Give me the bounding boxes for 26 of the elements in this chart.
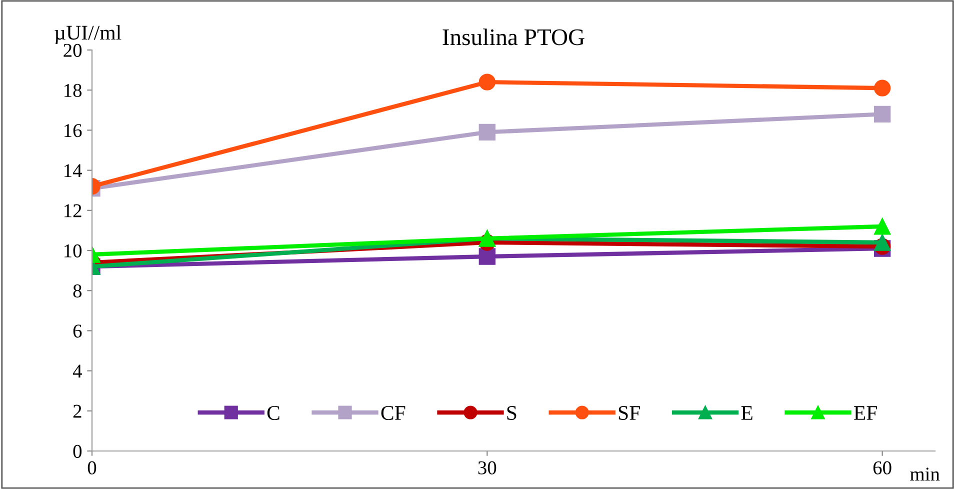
legend-label: S bbox=[507, 406, 516, 420]
y-tick-label: 18 bbox=[64, 84, 82, 98]
legend-label: C bbox=[267, 406, 280, 420]
y-axis-title: µUI//ml bbox=[54, 25, 122, 44]
legend-label: SF bbox=[618, 406, 640, 420]
y-tick-label: 14 bbox=[64, 164, 82, 178]
legend-label: E bbox=[741, 406, 752, 420]
y-tick-label: 4 bbox=[72, 364, 82, 378]
point bbox=[874, 106, 891, 122]
x-axis-title: min bbox=[910, 468, 940, 481]
y-tick-label: 12 bbox=[64, 204, 82, 218]
y-tick-label: 8 bbox=[73, 284, 82, 298]
y-tick-label: 0 bbox=[73, 444, 82, 458]
y-tick-label: 6 bbox=[73, 324, 82, 338]
y-tick-label: 16 bbox=[64, 124, 82, 138]
x-tick-label: 0 bbox=[88, 461, 96, 474]
point bbox=[874, 218, 891, 235]
x-tick-label: 30 bbox=[478, 461, 496, 474]
legend-label: CF bbox=[381, 406, 406, 420]
y-tick-label: 20 bbox=[64, 44, 82, 57]
y-tick-label: 10 bbox=[64, 244, 82, 258]
legend-label: EF bbox=[854, 406, 877, 420]
x-tick-label: 60 bbox=[873, 461, 892, 474]
chart-title: Insulina PTOG bbox=[442, 28, 584, 46]
point bbox=[874, 80, 891, 96]
y-tick-label: 2 bbox=[73, 404, 82, 418]
